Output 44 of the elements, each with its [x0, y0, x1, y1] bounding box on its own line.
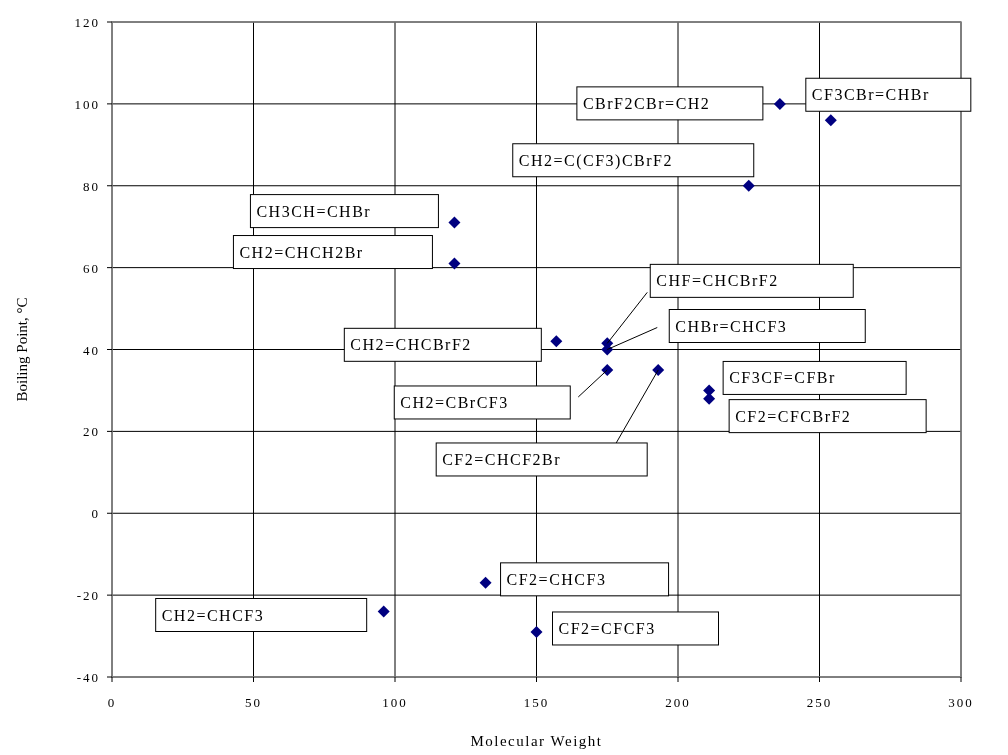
annotation: CH2=CHCH2Br	[239, 243, 364, 261]
x-tick-label: 300	[948, 695, 974, 710]
point	[377, 605, 390, 618]
point	[742, 179, 755, 192]
point	[550, 335, 563, 348]
annotation: CH2=CBrCF3	[400, 393, 509, 411]
y-tick-label: 20	[83, 424, 100, 440]
x-tick-label: 100	[382, 695, 408, 710]
x-axis-title: Molecular Weight	[470, 733, 603, 749]
y-tick-label: -20	[76, 588, 100, 604]
y-tick-label: 120	[74, 15, 100, 30]
point	[479, 576, 492, 589]
point	[448, 257, 461, 270]
x-tick-label: 200	[665, 695, 691, 710]
annotation: CH2=CHCBrF2	[350, 336, 472, 354]
point	[601, 363, 614, 376]
x-tick-label: 250	[806, 695, 833, 710]
annotation: CF2=CFCF3	[558, 619, 656, 637]
point	[652, 363, 665, 376]
annotation: CF2=CHCF3	[506, 570, 607, 588]
x-tick-label: 50	[245, 695, 262, 710]
x-tick-label: 150	[523, 695, 550, 710]
annotation: CHF=CHCBrF2	[656, 272, 779, 290]
y-tick-label: -40	[76, 670, 100, 685]
point	[773, 97, 786, 110]
y-tick-label: 40	[83, 342, 100, 358]
annotation: CH2=C(CF3)CBrF2	[518, 151, 673, 170]
annotation: CF2=CHCF2Br	[442, 450, 562, 468]
x-tick-label: 0	[107, 695, 117, 710]
point	[530, 625, 543, 638]
annotation: CF3CBr=CHBr	[811, 86, 930, 104]
y-axis-title: Boiling Point, °C	[14, 297, 30, 402]
y-tick-label: 0	[91, 506, 100, 522]
annotation: CH3CH=CHBr	[256, 202, 372, 220]
annotation: CF3CF=CFBr	[729, 369, 836, 387]
y-tick-label: 100	[74, 96, 100, 112]
y-tick-label: 60	[83, 260, 100, 276]
annotation: CH2=CHCF3	[161, 606, 265, 624]
point	[824, 114, 837, 127]
y-tick-label: 80	[83, 178, 100, 194]
annotation: CF2=CFCBrF2	[735, 407, 852, 425]
annotation: CHBr=CHCF3	[675, 317, 788, 335]
point	[448, 216, 461, 229]
annotation: CBrF2CBr=CH2	[582, 94, 711, 112]
